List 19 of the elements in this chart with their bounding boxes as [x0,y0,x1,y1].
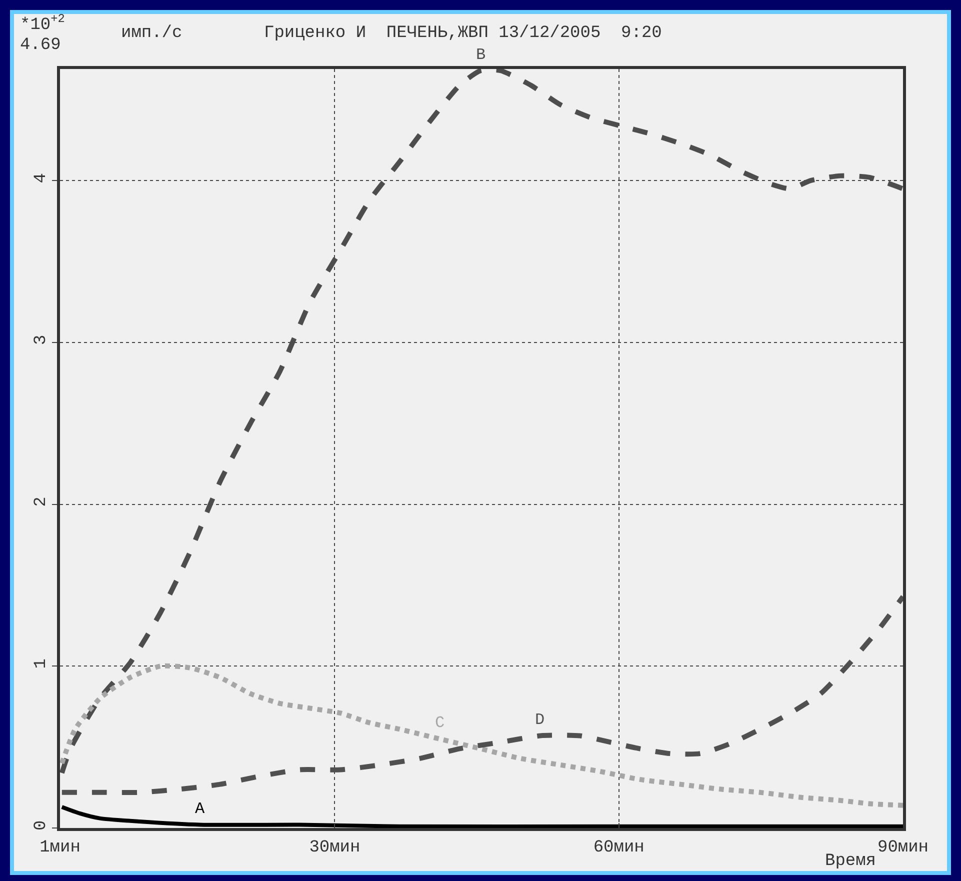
text: 4.69 [20,36,61,55]
x-axis-title: Время [825,852,876,871]
line-series [60,804,903,828]
y-axis-title: имп./с [121,24,182,43]
series-label: D [535,711,545,729]
x-tick-label: 60мин [593,838,644,858]
y-tick-label: 4 [32,173,52,184]
x-tick-label: 30мин [309,838,360,858]
y-tick-label: 3 [32,334,52,346]
series-label: B [476,46,486,64]
y-tick-label: 0 [32,820,52,831]
series-label: C [435,714,445,732]
x-tick-label: 1мин [40,838,80,858]
series-label: A [195,800,205,818]
y-tick-label: 2 [32,496,52,507]
chart-title: Гриценко И ПЕЧЕНЬ,ЖВП 13/12/2005 9:20 [264,24,662,43]
y-tick-label: 1 [32,658,52,669]
text: *10$^{+2}$ [20,12,65,36]
x-tick-label: 90мин [877,838,929,858]
